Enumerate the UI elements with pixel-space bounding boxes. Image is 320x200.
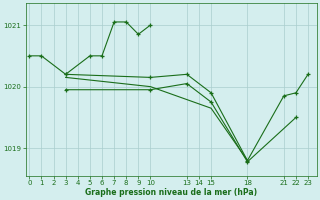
X-axis label: Graphe pression niveau de la mer (hPa): Graphe pression niveau de la mer (hPa) bbox=[85, 188, 257, 197]
